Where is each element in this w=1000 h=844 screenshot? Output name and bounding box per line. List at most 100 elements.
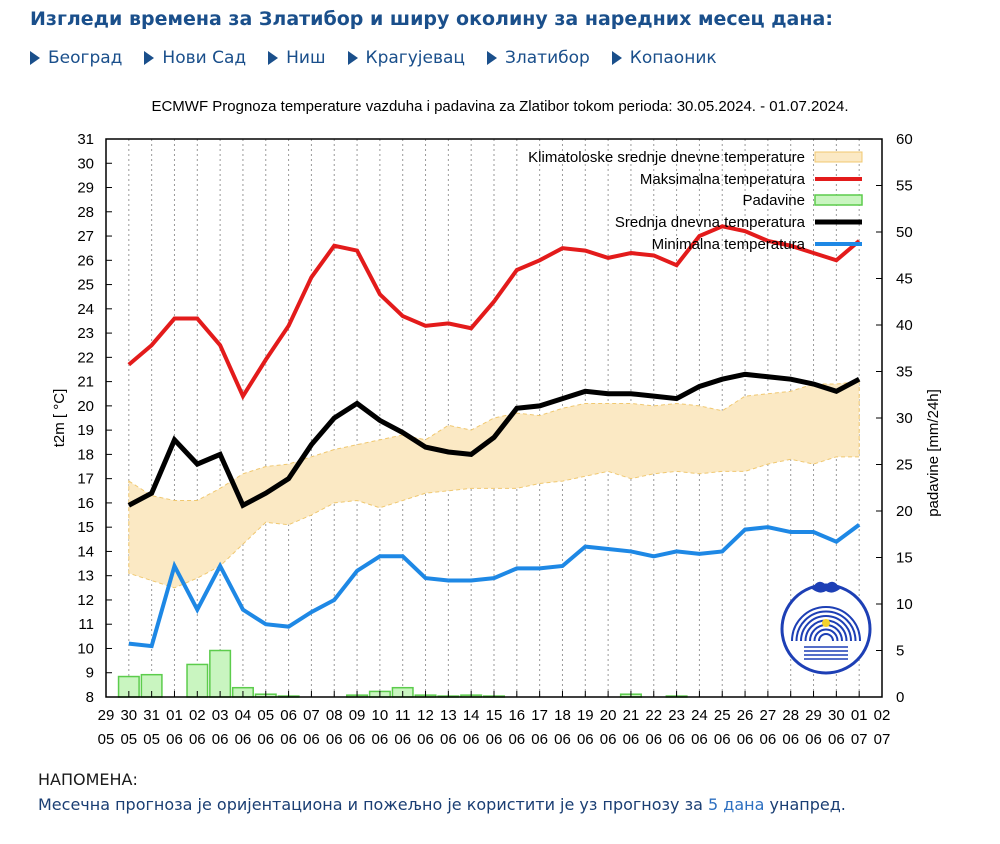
arrow-right-icon: [611, 51, 622, 65]
max-temp-line: [127, 224, 861, 401]
x-tick-label-month: 06: [257, 731, 274, 748]
x-tick-label-month: 06: [486, 731, 503, 748]
city-link-label: Нови Сад: [162, 48, 247, 68]
x-tick-label-month: 06: [737, 731, 754, 748]
y-tick-label: 29: [77, 180, 94, 197]
y-tick-label: 18: [77, 446, 94, 463]
logo-sun-dot: [822, 619, 830, 627]
city-link-novi-sad[interactable]: Нови Сад: [144, 48, 246, 68]
city-link-label: Златибор: [504, 48, 590, 68]
x-tick-label-day: 10: [372, 707, 389, 724]
x-tick-label-day: 31: [143, 707, 160, 724]
note-text-before: Месечна прогноза је оријентациона и поже…: [38, 795, 709, 814]
y2-tick-label: 40: [896, 317, 913, 334]
y-tick-label: 26: [77, 252, 94, 269]
y-axis-label: t2m [ °C]: [51, 389, 68, 448]
x-tick-label-month: 06: [463, 731, 480, 748]
x-tick-label-month: 05: [120, 731, 137, 748]
x-tick-label-day: 02: [874, 707, 891, 724]
city-link-label: Ниш: [286, 48, 326, 68]
y-tick-label: 13: [77, 568, 94, 585]
y-tick-label: 14: [77, 543, 94, 560]
x-tick-label-day: 30: [120, 707, 137, 724]
city-link-label: Београд: [48, 48, 123, 68]
y2-tick-label: 45: [896, 271, 913, 288]
logo-arc: [795, 610, 857, 642]
x-tick-label-day: 30: [828, 707, 845, 724]
x-tick-label-month: 06: [554, 731, 571, 748]
city-link-kragujevac[interactable]: Крагујевац: [347, 48, 465, 68]
logo-cloud-shape: [812, 581, 840, 593]
y-tick-label: 24: [77, 301, 94, 318]
y-tick-label: 23: [77, 325, 94, 342]
x-tick-label-month: 06: [782, 731, 799, 748]
x-tick-label-day: 29: [98, 707, 115, 724]
city-link-nis[interactable]: Ниш: [268, 48, 326, 68]
y2-tick-label: 0: [896, 689, 904, 706]
chart-title: ECMWF Prognoza temperature vazduha i pad…: [151, 98, 849, 115]
y2-tick-label: 30: [896, 410, 913, 427]
precip-bar: [209, 649, 232, 698]
x-tick-label-day: 17: [531, 707, 548, 724]
x-tick-label-month: 06: [303, 731, 320, 748]
legend-label: Minimalna temperatura: [652, 236, 806, 253]
x-tick-label-day: 06: [280, 707, 297, 724]
arrow-right-icon: [268, 51, 279, 65]
five-day-forecast-link[interactable]: 5 дана: [708, 795, 765, 814]
x-tick-label-day: 19: [577, 707, 594, 724]
x-tick-label-month: 06: [417, 731, 434, 748]
y-tick-label: 17: [77, 471, 94, 488]
city-navigation: Београд Нови Сад Ниш Крагујевац Златибор…: [30, 48, 739, 68]
legend-label: Padavine: [742, 192, 805, 209]
y-tick-label: 28: [77, 204, 94, 221]
x-tick-label-month: 06: [760, 731, 777, 748]
city-link-zlatibor[interactable]: Златибор: [486, 48, 590, 68]
y2-tick-label: 15: [896, 550, 913, 567]
x-tick-label-month: 06: [805, 731, 822, 748]
x-tick-label-month: 06: [280, 731, 297, 748]
y-tick-label: 8: [86, 689, 94, 706]
y2-tick-label: 5: [896, 643, 904, 660]
x-tick-label-month: 07: [874, 731, 891, 748]
x-tick-label-month: 06: [508, 731, 525, 748]
chart-canvas: 8 9 10 11 12 13 14 15 16 17 18 19 20 21 22 23 24 25 26 27 28…: [51, 131, 942, 748]
x-tick-label-month: 06: [828, 731, 845, 748]
y-tick-label: 30: [77, 155, 94, 172]
x-tick-label-day: 22: [645, 707, 662, 724]
y-tick-label: 19: [77, 422, 94, 439]
x-tick-label-month: 06: [668, 731, 685, 748]
note-text-after: унапред.: [764, 795, 846, 814]
legend-label: Klimatoloske srednje dnevne temperature: [528, 149, 805, 166]
y-tick-label: 15: [77, 519, 94, 536]
x-tick-label-day: 04: [235, 707, 252, 724]
page-title: Изгледи времена за Златибор и ширу околи…: [30, 8, 833, 30]
city-link-label: Крагујевац: [365, 48, 465, 68]
x-tick-label-month: 06: [372, 731, 389, 748]
city-link-beograd[interactable]: Београд: [30, 48, 122, 68]
x-tick-label-month: 06: [326, 731, 343, 748]
x-tick-label-day: 07: [303, 707, 320, 724]
y-tick-label: 27: [77, 228, 94, 245]
y2-tick-label: 55: [896, 178, 913, 195]
x-tick-label-day: 20: [600, 707, 617, 724]
x-tick-label-day: 03: [212, 707, 229, 724]
city-link-kopaonik[interactable]: Копаоник: [611, 48, 717, 68]
x-tick-label-day: 21: [623, 707, 640, 724]
x-tick-label-month: 05: [143, 731, 160, 748]
y2-tick-label: 50: [896, 224, 913, 241]
note-text: Месечна прогноза је оријентациона и поже…: [38, 795, 846, 814]
logo-arc: [813, 628, 839, 642]
x-tick-label-day: 11: [395, 707, 411, 724]
arrow-right-icon: [30, 51, 40, 65]
x-tick-label-month: 06: [189, 731, 206, 748]
x-tick-label-day: 25: [714, 707, 731, 724]
note-section: НАПОМЕНА: Месечна прогноза је оријентаци…: [38, 770, 846, 814]
x-tick-label-day: 26: [737, 707, 754, 724]
x-tick-label-day: 01: [851, 707, 868, 724]
x-tick-label-month: 06: [235, 731, 252, 748]
min-temp-line: [128, 523, 861, 649]
x-tick-label-day: 29: [805, 707, 822, 724]
rhmz-logo: [780, 581, 872, 675]
arrow-right-icon: [486, 51, 497, 65]
x-tick-label-month: 06: [645, 731, 662, 748]
